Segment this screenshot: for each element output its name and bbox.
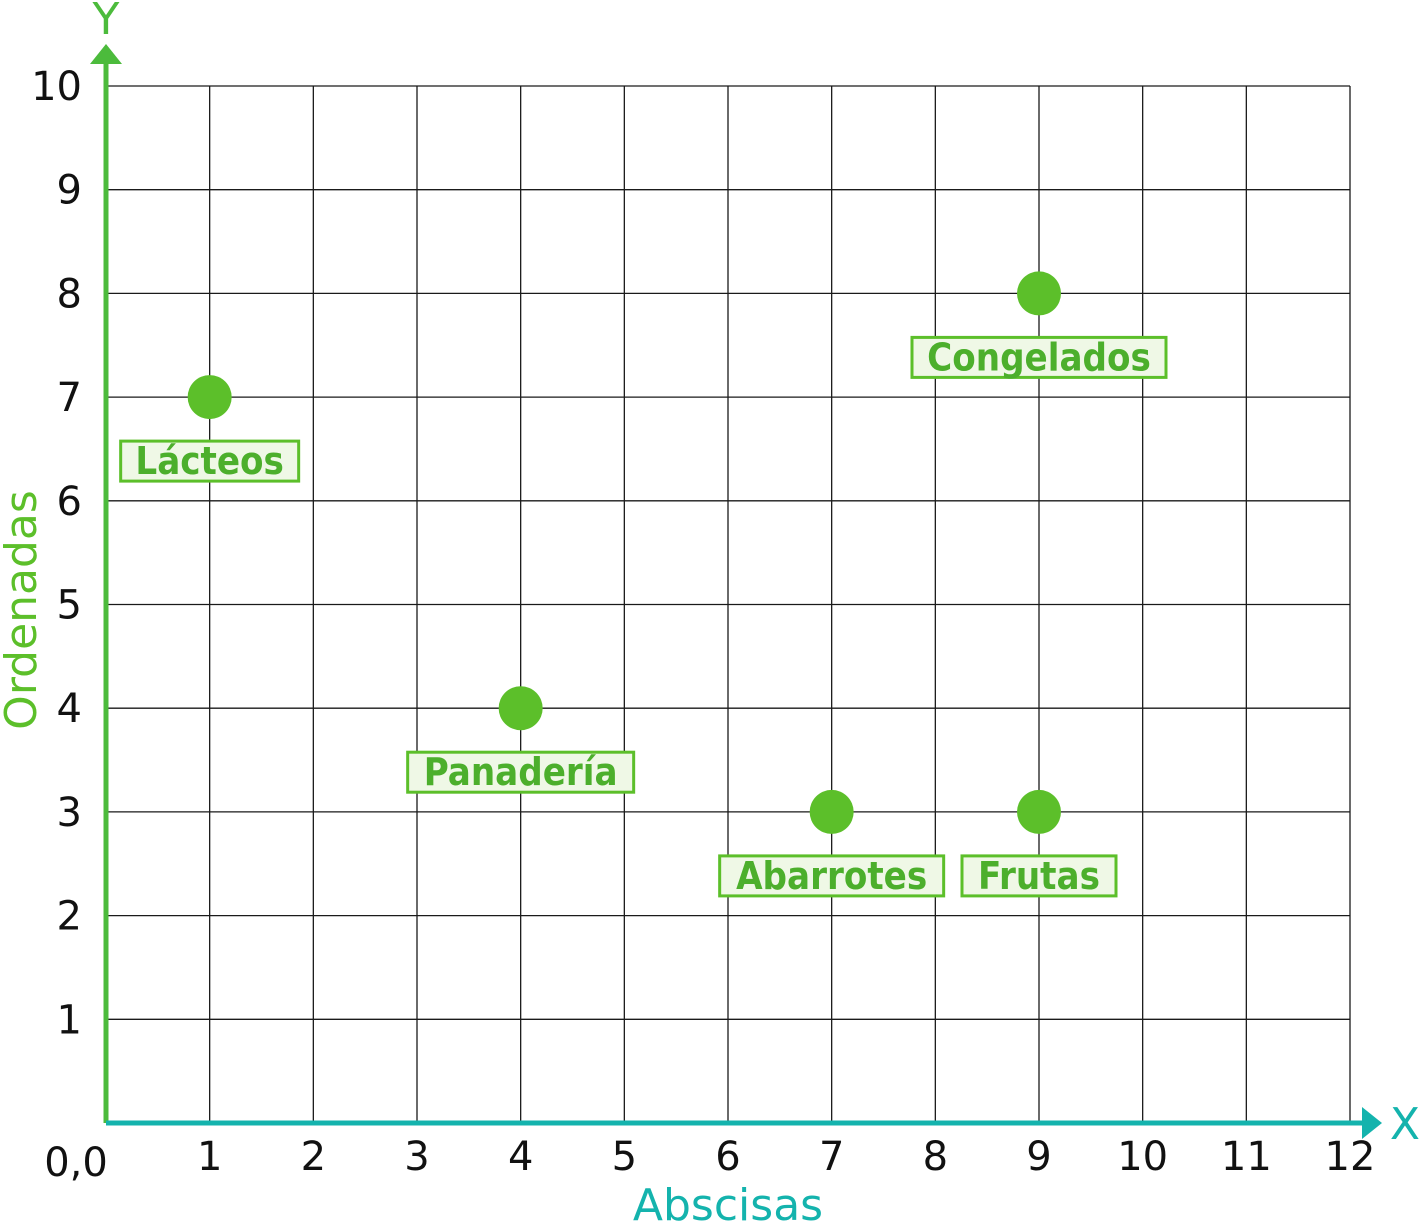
x-axis-letter: X [1390, 1099, 1420, 1150]
point-label-text: Frutas [978, 854, 1100, 898]
x-tick-label: 10 [1117, 1134, 1168, 1180]
x-tick-label: 12 [1325, 1134, 1376, 1180]
y-tick-label: 10 [31, 64, 82, 110]
x-tick-label: 7 [819, 1134, 844, 1180]
y-axis-letter: Y [92, 0, 120, 45]
grid [106, 85, 1351, 1123]
data-point [498, 686, 543, 731]
point-labels: Lácteos Congelados Panadería Abarrotes Fruta… [119, 335, 1168, 898]
axis-titles: Abscisas Ordenadas [0, 490, 823, 1224]
data-point [809, 789, 854, 834]
y-tick-label: 1 [57, 997, 82, 1043]
y-tick-label: 3 [57, 790, 82, 836]
x-tick-label: 6 [715, 1134, 740, 1180]
data-point [187, 375, 232, 420]
y-tick-label: 7 [57, 375, 82, 421]
point-label-text: Lácteos [135, 439, 284, 483]
point-label-box [718, 854, 946, 898]
y-tick-label: 9 [57, 168, 82, 214]
y-axis-title: Ordenadas [0, 490, 47, 730]
x-axis-title: Abscisas [633, 1180, 823, 1224]
data-point [1017, 789, 1061, 834]
y-tick-label: 6 [57, 479, 82, 525]
x-tick-label: 8 [923, 1134, 948, 1180]
x-axis-arrow [1362, 1107, 1382, 1139]
y-tick-label: 4 [57, 686, 82, 732]
point-label-box [910, 335, 1168, 379]
y-tick-label: 8 [57, 271, 82, 317]
x-tick-label: 9 [1026, 1134, 1051, 1180]
point-label-box [119, 439, 301, 483]
x-tick-label: 4 [508, 1134, 533, 1180]
point-label-text: Congelados [927, 335, 1151, 379]
point-label-box [960, 854, 1118, 898]
data-point [1017, 271, 1061, 316]
origin-label: 0,0 [44, 1140, 108, 1186]
x-tick-label: 3 [404, 1134, 429, 1180]
x-tick-label: 2 [301, 1134, 326, 1180]
point-label-text: Panadería [424, 750, 618, 794]
point-label-box [406, 750, 636, 794]
point-label-text: Abarrotes [736, 854, 927, 898]
x-tick-label: 5 [612, 1134, 637, 1180]
x-tick-label: 11 [1221, 1134, 1272, 1180]
y-tick-label: 5 [57, 583, 82, 629]
x-tick-label: 1 [197, 1134, 222, 1180]
y-tick-label: 2 [57, 894, 82, 940]
y-axis-arrow [90, 44, 122, 64]
data-points [187, 271, 1061, 834]
axes: YX [90, 0, 1420, 1150]
